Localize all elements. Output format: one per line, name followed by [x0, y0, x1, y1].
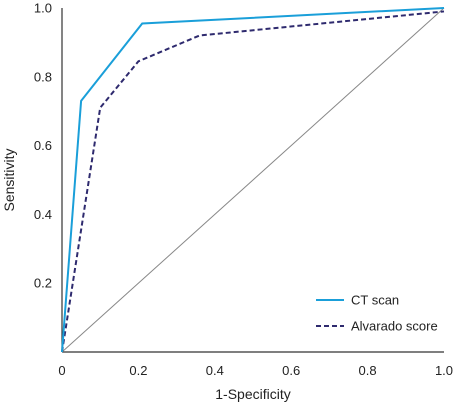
y-axis-title: Sensitivity [1, 148, 17, 211]
x-tick-label: 0.8 [359, 363, 377, 378]
y-tick-label: 0.6 [34, 138, 52, 153]
reference-diagonal-line [61, 7, 445, 353]
y-tick-label: 0.4 [34, 207, 52, 222]
x-axis-title: 1-Specificity [215, 386, 290, 402]
plot-area [61, 8, 444, 353]
y-tick-label: 0.8 [34, 69, 52, 84]
legend: CT scan Alvarado score [316, 293, 438, 334]
tick-labels: 0 0.2 0.4 0.6 0.8 1.0 0.2 0.4 0.6 0.8 1.0 [34, 1, 453, 379]
x-tick-label: 0.6 [282, 363, 300, 378]
x-tick-label: 0 [58, 363, 65, 378]
x-tick-label: 0.2 [129, 363, 147, 378]
x-tick-label: 1.0 [435, 363, 453, 378]
series-line-alvarado-score [61, 10, 445, 353]
legend-label-alvarado-score: Alvarado score [351, 319, 438, 334]
y-tick-label: 0.2 [34, 276, 52, 291]
series-line-ct-scan [61, 7, 445, 353]
y-tick-label: 1.0 [34, 1, 52, 16]
series-layer [61, 7, 445, 353]
legend-label-ct-scan: CT scan [351, 293, 399, 308]
x-tick-label: 0.4 [206, 363, 224, 378]
